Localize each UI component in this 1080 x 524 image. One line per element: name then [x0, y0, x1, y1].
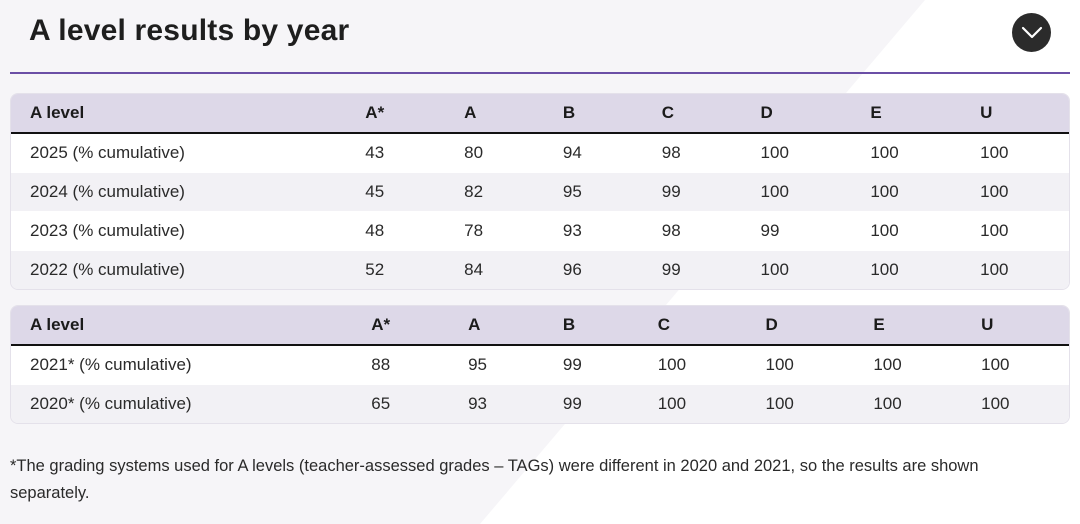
- table-cell: 98: [642, 212, 742, 251]
- table-cell: 88: [352, 346, 450, 385]
- table-cell: 52: [346, 251, 446, 289]
- table-cell: 94: [543, 134, 643, 173]
- table-cell: 99: [642, 173, 742, 212]
- page-title: A level results by year: [29, 14, 350, 47]
- table-cell: 100: [961, 134, 1069, 173]
- row-label: 2025 (% cumulative): [11, 134, 347, 173]
- table-cell: 65: [352, 385, 450, 423]
- column-header: A level: [11, 94, 347, 134]
- table-row: 2020* (% cumulative) 65 93 99 100 100 10…: [11, 385, 1069, 423]
- table-cell: 100: [854, 385, 963, 423]
- table-cell: 100: [961, 173, 1069, 212]
- row-label: 2024 (% cumulative): [11, 173, 347, 212]
- column-header: A: [445, 94, 544, 134]
- column-header: D: [746, 306, 855, 346]
- table-cell: 100: [746, 385, 855, 423]
- results-table-2020-2021: A level A* A B C D E U 2021* (% cumulati…: [10, 305, 1070, 424]
- column-header: C: [642, 94, 742, 134]
- column-header: E: [854, 306, 963, 346]
- table-cell: 99: [543, 346, 639, 385]
- table-row: 2021* (% cumulative) 88 95 99 100 100 10…: [11, 346, 1069, 385]
- table-cell: 100: [741, 173, 852, 212]
- table-cell: 95: [449, 346, 544, 385]
- table-cell: 99: [642, 251, 742, 289]
- section-header[interactable]: A level results by year: [10, 0, 1070, 74]
- table-cell: 100: [962, 346, 1069, 385]
- footnote: *The grading systems used for A levels (…: [10, 457, 979, 502]
- table-cell: 100: [851, 251, 962, 289]
- column-header: C: [638, 306, 747, 346]
- table-cell: 100: [746, 346, 855, 385]
- table-cell: 100: [638, 346, 747, 385]
- table-row: 2024 (% cumulative) 45 82 95 99 100 100 …: [11, 173, 1069, 212]
- table-cell: 82: [445, 173, 544, 212]
- table-cell: 99: [543, 385, 639, 423]
- collapse-toggle-button[interactable]: [1012, 13, 1051, 52]
- table-cell: 99: [741, 212, 852, 251]
- column-header: A: [449, 306, 544, 346]
- column-header: A level: [11, 306, 353, 346]
- table-cell: 100: [851, 134, 962, 173]
- table-cell: 98: [642, 134, 742, 173]
- table-cell: 48: [346, 212, 446, 251]
- table-row: 2023 (% cumulative) 48 78 93 98 99 100 1…: [11, 212, 1069, 251]
- column-header: B: [543, 94, 643, 134]
- table-cell: 95: [543, 173, 643, 212]
- row-label: 2021* (% cumulative): [11, 346, 353, 385]
- row-label: 2023 (% cumulative): [11, 212, 347, 251]
- table-cell: 100: [741, 134, 852, 173]
- column-header: A*: [352, 306, 450, 346]
- column-header: U: [961, 94, 1069, 134]
- table-header-row: A level A* A B C D E U: [11, 94, 1069, 134]
- column-header: B: [543, 306, 639, 346]
- table-row: 2025 (% cumulative) 43 80 94 98 100 100 …: [11, 134, 1069, 173]
- table-cell: 93: [449, 385, 544, 423]
- table-cell: 93: [543, 212, 643, 251]
- row-label: 2022 (% cumulative): [11, 251, 347, 289]
- table-cell: 100: [961, 212, 1069, 251]
- table-cell: 100: [962, 385, 1069, 423]
- table-header-row: A level A* A B C D E U: [11, 306, 1069, 346]
- table-cell: 45: [346, 173, 446, 212]
- table-cell: 100: [851, 173, 962, 212]
- table-cell: 80: [445, 134, 544, 173]
- column-header: D: [741, 94, 852, 134]
- table-cell: 84: [445, 251, 544, 289]
- table-cell: 96: [543, 251, 643, 289]
- column-header: A*: [346, 94, 446, 134]
- results-table-2022-2025: A level A* A B C D E U 2025 (% cumulativ…: [10, 93, 1070, 290]
- column-header: U: [962, 306, 1069, 346]
- column-header: E: [851, 94, 962, 134]
- table-cell: 78: [445, 212, 544, 251]
- row-label: 2020* (% cumulative): [11, 385, 353, 423]
- table-cell: 43: [346, 134, 446, 173]
- table-cell: 100: [961, 251, 1069, 289]
- table-cell: 100: [638, 385, 747, 423]
- table-cell: 100: [741, 251, 852, 289]
- table-cell: 100: [851, 212, 962, 251]
- table-cell: 100: [854, 346, 963, 385]
- table-row: 2022 (% cumulative) 52 84 96 99 100 100 …: [11, 251, 1069, 289]
- chevron-down-icon: [1021, 26, 1042, 38]
